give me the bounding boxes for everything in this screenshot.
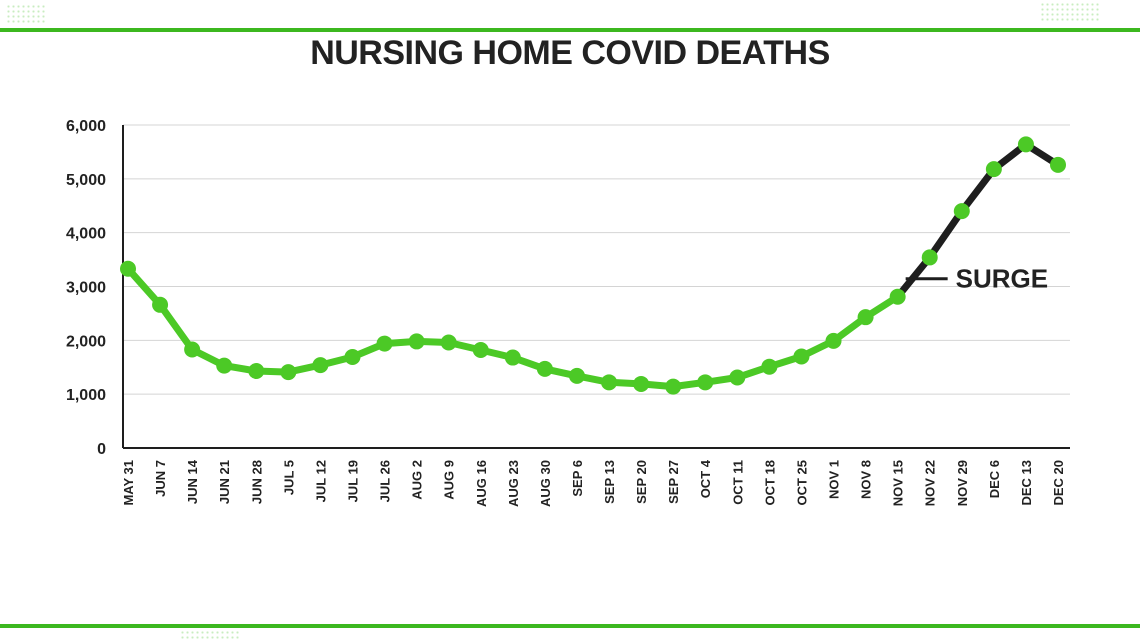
- x-tick-label: DEC 20: [1051, 460, 1066, 506]
- x-tick-label: AUG 23: [506, 460, 521, 507]
- x-tick-label: MAY 31: [121, 460, 136, 506]
- data-point: [793, 348, 810, 365]
- x-tick-label: JUL 19: [345, 460, 360, 502]
- decorative-dots: [6, 4, 46, 24]
- x-tick-label: JUN 14: [185, 459, 200, 504]
- y-tick-label: 3,000: [66, 280, 106, 297]
- data-lines: [124, 140, 1062, 391]
- x-tick-label: JUN 28: [249, 460, 264, 504]
- data-point: [761, 358, 778, 375]
- annotations: SURGE: [905, 264, 1048, 294]
- data-points: [120, 136, 1066, 395]
- data-point: [376, 335, 393, 352]
- data-point: [697, 374, 714, 391]
- x-tick-label: OCT 11: [730, 460, 745, 505]
- bottom-green-rule: [0, 624, 1140, 628]
- data-point: [1017, 136, 1034, 153]
- decorative-dots: [1040, 2, 1100, 22]
- x-tick-label: AUG 9: [442, 460, 457, 500]
- data-point: [665, 378, 682, 395]
- x-tick-label: NOV 22: [923, 460, 938, 506]
- y-tick-labels: 0 1,000 2,000 3,000 4,000 5,000 6,000: [66, 118, 106, 458]
- top-green-rule: [0, 28, 1140, 32]
- x-tick-label: JUL 5: [281, 460, 296, 495]
- x-tick-label: JUN 21: [217, 460, 232, 504]
- y-tick-label: 1,000: [66, 387, 106, 404]
- x-tick-label: DEC 13: [1019, 460, 1034, 506]
- x-tick-label: SEP 27: [666, 460, 681, 504]
- data-point: [440, 334, 457, 351]
- data-point: [472, 342, 489, 359]
- data-point: [889, 288, 906, 305]
- x-tick-label: OCT 25: [794, 460, 809, 506]
- x-tick-label: SEP 13: [602, 460, 617, 504]
- x-tick-label: DEC 6: [987, 460, 1002, 498]
- data-point: [921, 249, 938, 266]
- axes: [122, 125, 1070, 449]
- x-tick-label: AUG 2: [410, 460, 425, 500]
- data-point: [857, 309, 874, 326]
- data-point: [152, 296, 169, 313]
- y-tick-label: 2,000: [66, 333, 106, 350]
- x-tick-label: OCT 18: [762, 460, 777, 506]
- data-point: [536, 360, 553, 377]
- x-tick-label: AUG 30: [538, 460, 553, 507]
- data-point: [280, 364, 297, 381]
- x-tick-label: SEP 6: [570, 460, 585, 497]
- x-tick-label: JUL 12: [313, 460, 328, 502]
- y-tick-label: 0: [97, 441, 106, 458]
- data-point: [344, 349, 361, 366]
- data-point: [184, 341, 201, 358]
- x-tick-label: NOV 15: [891, 460, 906, 506]
- data-point: [408, 333, 425, 350]
- grid-lines: [123, 124, 1070, 395]
- decorative-dots: [180, 630, 240, 640]
- data-point: [729, 369, 746, 386]
- x-tick-label: NOV 8: [859, 460, 874, 499]
- data-point: [985, 161, 1002, 178]
- data-point: [568, 367, 585, 384]
- data-point: [248, 363, 265, 380]
- x-tick-label: NOV 1: [827, 460, 842, 499]
- data-point: [1050, 156, 1066, 173]
- x-tick-label: NOV 29: [955, 460, 970, 506]
- data-point: [312, 357, 329, 374]
- x-tick-labels: MAY 31 JUN 7 JUN 14 JUN 21 JUN 28 JUL 5 JUL 12…: [121, 459, 1066, 507]
- y-tick-label: 5,000: [66, 172, 106, 189]
- data-point: [504, 349, 521, 366]
- x-tick-label: OCT 4: [698, 459, 713, 498]
- x-tick-label: AUG 16: [474, 460, 489, 507]
- data-point: [216, 357, 233, 374]
- x-tick-label: SEP 20: [634, 460, 649, 504]
- data-point: [953, 203, 970, 220]
- data-point: [825, 332, 842, 349]
- data-point: [120, 260, 136, 277]
- y-tick-label: 6,000: [66, 118, 106, 135]
- surge-label: SURGE: [956, 264, 1048, 294]
- x-tick-label: JUN 7: [153, 460, 168, 497]
- y-tick-label: 4,000: [66, 226, 106, 243]
- chart-title: NURSING HOME COVID DEATHS: [310, 34, 830, 72]
- data-point: [601, 374, 618, 391]
- x-tick-label: JUL 26: [378, 460, 393, 502]
- data-point: [633, 375, 650, 392]
